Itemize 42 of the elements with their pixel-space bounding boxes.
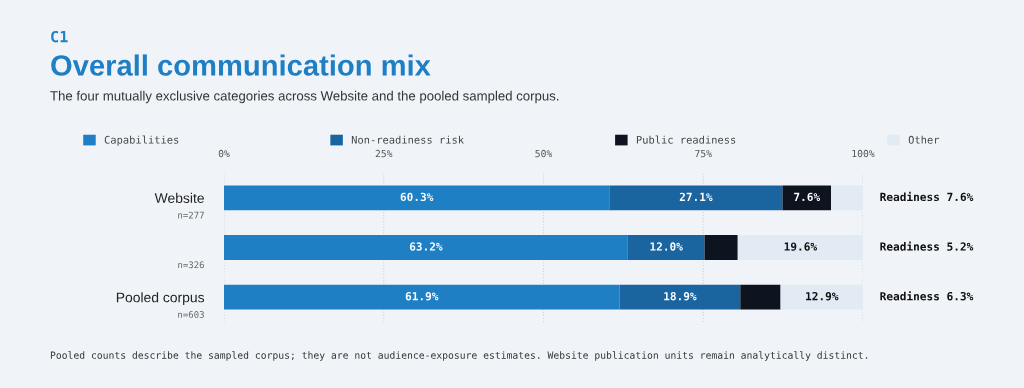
data-label: 61.9% <box>405 292 439 301</box>
bar <box>782 185 832 211</box>
text: n=326 <box>178 261 204 269</box>
bar <box>704 235 738 260</box>
x-tick-label: 0% <box>218 149 230 158</box>
data-label: 63.2% <box>409 242 443 251</box>
data-label: 19.6% <box>784 242 818 251</box>
x-tick-label: 25% <box>375 149 393 158</box>
data-label: 18.9% <box>664 291 697 301</box>
data-label: 27.1% <box>679 192 713 201</box>
data-label: 60.3% <box>400 192 434 202</box>
text: Pooled counts describe the sampled corpus; they are not audience-exposure estimates. Website publication units remain analytically distinct. <box>50 351 868 361</box>
legend-label: Other <box>908 135 940 144</box>
bar <box>627 235 705 260</box>
text: Readiness 5.2% <box>880 241 974 251</box>
legend-label: Non-readiness risk <box>351 135 464 144</box>
text: n=277 <box>178 211 204 219</box>
data-label: 12.9% <box>806 291 839 301</box>
legend-label: Public readiness <box>636 135 736 144</box>
bar <box>619 284 741 310</box>
chart-title: Overall communication mix <box>51 54 431 76</box>
y-tick-label: Website <box>154 192 204 203</box>
data-label: 12.0% <box>650 242 683 251</box>
bar <box>609 185 783 211</box>
bar <box>780 284 863 310</box>
text: Readiness 6.3% <box>880 291 974 301</box>
bar <box>831 185 863 211</box>
text: Readiness 7.6% <box>880 191 974 202</box>
x-tick-label: 100% <box>852 149 875 158</box>
bar <box>224 284 620 310</box>
y-tick-label: Pooled corpus <box>116 292 205 306</box>
x-tick-label: 75% <box>695 150 712 158</box>
bar <box>737 235 863 260</box>
data-label: 7.6% <box>794 192 821 202</box>
text: n=603 <box>178 311 204 318</box>
legend-label: Capabilities <box>104 135 179 146</box>
bar <box>224 235 628 260</box>
x-tick-label: 50% <box>535 149 553 158</box>
chart-subtitle: The four mutually exclusive categories across Website and the pooled sampled corpus. <box>50 90 559 104</box>
bar <box>740 284 781 310</box>
text: C1 <box>51 30 68 43</box>
bar <box>224 185 610 211</box>
